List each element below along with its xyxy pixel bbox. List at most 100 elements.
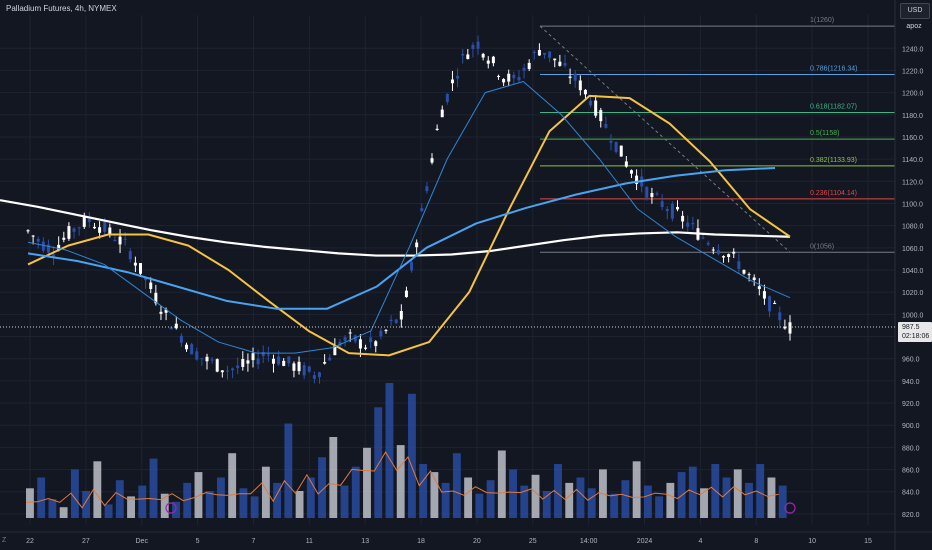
volume-bar bbox=[542, 491, 551, 518]
candle-body bbox=[681, 215, 685, 222]
candle-body bbox=[41, 241, 45, 251]
bar-countdown: 02:18:06 bbox=[902, 333, 930, 340]
volume-bar bbox=[396, 445, 405, 518]
y-tick-label: 1120.0 bbox=[902, 179, 923, 186]
currency-button[interactable]: USD bbox=[900, 3, 930, 19]
fib-level-label: 0.382(1133.93) bbox=[810, 157, 857, 164]
candle-body bbox=[425, 186, 429, 192]
x-tick-label: 11 bbox=[306, 538, 313, 545]
volume-bar bbox=[138, 485, 147, 518]
y-tick-label: 1040.0 bbox=[902, 268, 924, 275]
candle-body bbox=[522, 67, 526, 71]
candle-body bbox=[675, 206, 679, 210]
volume-bar bbox=[306, 477, 315, 518]
volume-bar bbox=[26, 488, 34, 518]
y-tick-label: 900.0 bbox=[902, 423, 920, 430]
candle-body bbox=[236, 365, 240, 369]
x-tick-label: 13 bbox=[361, 538, 369, 545]
candle-body bbox=[149, 282, 153, 289]
volume-bar bbox=[273, 482, 282, 518]
candle-body bbox=[573, 73, 577, 81]
candle-body bbox=[762, 291, 766, 299]
candle-body bbox=[527, 62, 531, 69]
y-tick-label: 960.0 bbox=[902, 357, 920, 364]
x-tick-label: 27 bbox=[82, 538, 90, 545]
volume-bar bbox=[419, 464, 428, 518]
volume-bar bbox=[228, 453, 237, 518]
volume-bar bbox=[183, 482, 192, 518]
volume-bar bbox=[340, 485, 349, 518]
volume-bar bbox=[554, 464, 562, 518]
event-icon[interactable] bbox=[784, 502, 796, 514]
candle-body bbox=[650, 193, 654, 197]
candle-body bbox=[691, 222, 695, 225]
candle-body bbox=[711, 249, 715, 251]
candle-body bbox=[374, 341, 378, 347]
volume-bar bbox=[531, 474, 540, 518]
x-tick-label: 7 bbox=[252, 538, 256, 545]
candle-body bbox=[82, 216, 86, 227]
y-tick-label: 1240.0 bbox=[902, 46, 924, 53]
candle-body bbox=[440, 109, 444, 118]
volume-bar bbox=[127, 496, 135, 518]
volume-bar bbox=[351, 466, 360, 518]
volume-bar bbox=[722, 477, 731, 518]
y-tick-label: 1180.0 bbox=[902, 113, 923, 120]
candle-body bbox=[287, 356, 291, 364]
volume-bar bbox=[452, 453, 461, 518]
candle-body bbox=[629, 170, 633, 174]
y-tick-label: 1060.0 bbox=[902, 246, 924, 253]
volume-bar bbox=[104, 504, 113, 518]
volume-bars bbox=[25, 383, 787, 518]
time-axis[interactable]: 22 27 Dec 5 7 11 13 18 20 25 14:00 2024 4 8 10 15 bbox=[0, 531, 932, 545]
ma-line-yellow bbox=[27, 94, 791, 357]
candle-body bbox=[788, 322, 792, 334]
volume-bar bbox=[329, 437, 338, 518]
candle-body bbox=[108, 227, 112, 234]
y-tick-label: 860.0 bbox=[902, 468, 920, 475]
candle-body bbox=[394, 319, 398, 324]
y-tick-label: 1220.0 bbox=[902, 68, 924, 75]
candle-body bbox=[318, 372, 322, 378]
volume-bar bbox=[59, 507, 68, 518]
candle-body bbox=[297, 361, 301, 372]
volume-bar bbox=[194, 472, 203, 518]
volume-bar bbox=[284, 423, 293, 518]
candle-body bbox=[722, 256, 726, 258]
candle-body bbox=[507, 73, 511, 82]
candle-body bbox=[343, 337, 347, 341]
x-tick-label: 5 bbox=[196, 538, 200, 545]
volume-bar bbox=[767, 477, 776, 518]
candle-body bbox=[670, 203, 674, 219]
candle-body bbox=[185, 344, 189, 350]
y-tick-label: 1160.0 bbox=[902, 135, 923, 142]
last-price-value: 987.5 bbox=[902, 324, 920, 331]
x-tick-label: 20 bbox=[473, 538, 481, 545]
x-tick-label: 14:00 bbox=[580, 538, 598, 545]
x-tick-label: 22 bbox=[26, 538, 34, 545]
x-tick-label: Dec bbox=[136, 538, 149, 545]
candle-body bbox=[123, 238, 127, 240]
candle-body bbox=[589, 100, 593, 106]
candle-body bbox=[328, 357, 332, 361]
fibonacci-retracement[interactable]: 1(1260) 0.786(1216.34) 0.618(1182.07) 0.5(1… bbox=[539, 17, 895, 253]
y-tick-label: 840.0 bbox=[902, 490, 920, 497]
volume-bar bbox=[778, 485, 787, 518]
candle-body bbox=[783, 326, 787, 329]
volume-bar bbox=[408, 393, 416, 518]
volume-bar bbox=[621, 480, 630, 518]
events[interactable] bbox=[165, 502, 796, 514]
volume-bar bbox=[565, 482, 574, 518]
volume-bar bbox=[239, 488, 248, 518]
candle-body bbox=[323, 362, 327, 364]
candle-body bbox=[231, 368, 235, 371]
volume-bar bbox=[610, 493, 619, 518]
x-tick-label: 8 bbox=[754, 538, 758, 545]
event-icon[interactable] bbox=[165, 502, 177, 514]
y-tick-label: 1000.0 bbox=[902, 312, 924, 319]
candle-body bbox=[742, 269, 746, 274]
volume-bar bbox=[509, 469, 517, 518]
candle-body bbox=[92, 226, 96, 229]
user-label[interactable]: apoz bbox=[906, 23, 922, 30]
